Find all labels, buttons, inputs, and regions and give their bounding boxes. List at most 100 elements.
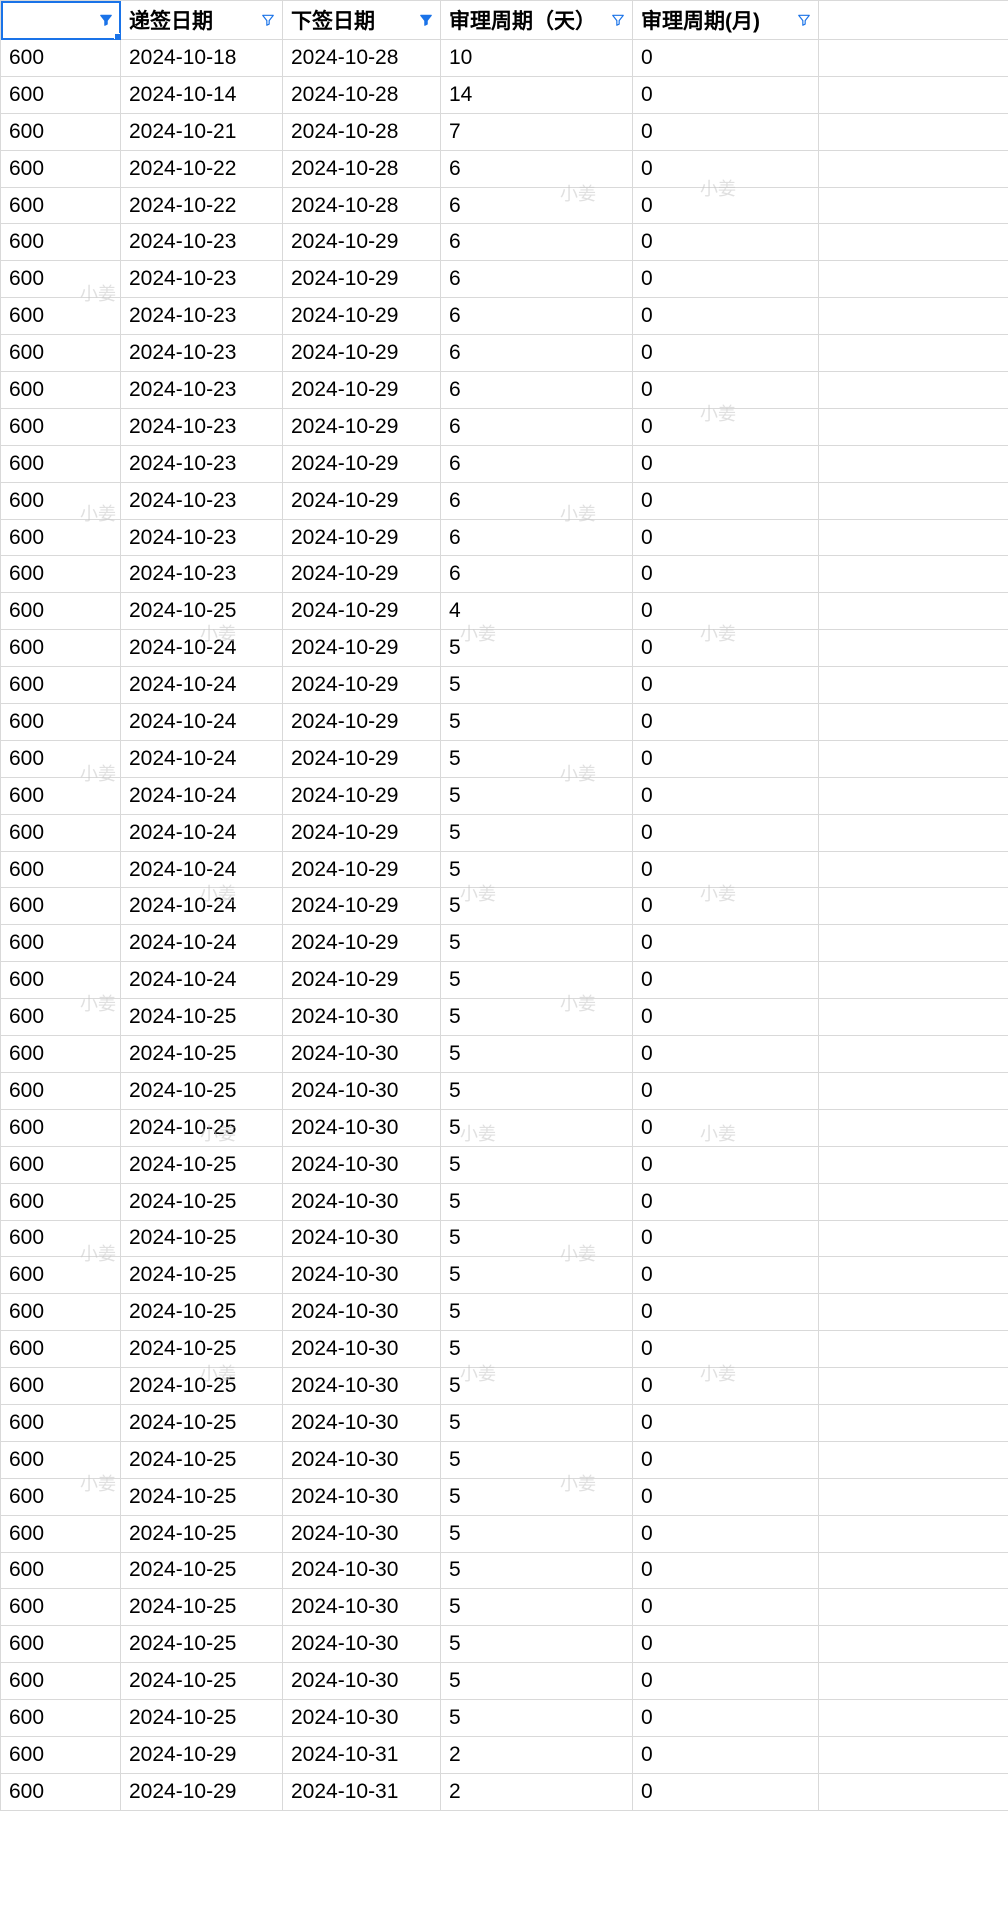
table-cell-empty[interactable] [819, 630, 1008, 667]
table-cell[interactable]: 0 [633, 1404, 819, 1441]
column-header-3[interactable]: 审理周期（天） [441, 1, 633, 40]
table-row[interactable]: 6002024-10-252024-10-3050 [1, 1441, 1008, 1478]
table-cell-empty[interactable] [819, 999, 1008, 1036]
table-cell[interactable]: 2024-10-30 [283, 1441, 441, 1478]
table-row[interactable]: 6002024-10-292024-10-3120 [1, 1773, 1008, 1810]
table-cell[interactable]: 600 [1, 1478, 121, 1515]
table-cell[interactable]: 2024-10-30 [283, 1183, 441, 1220]
table-cell[interactable]: 2024-10-31 [283, 1736, 441, 1773]
table-cell-empty[interactable] [819, 113, 1008, 150]
table-cell[interactable]: 2024-10-30 [283, 1589, 441, 1626]
table-cell[interactable]: 600 [1, 76, 121, 113]
table-cell[interactable]: 2024-10-22 [121, 187, 283, 224]
table-cell[interactable]: 600 [1, 1736, 121, 1773]
table-cell[interactable]: 5 [441, 925, 633, 962]
table-cell[interactable]: 2024-10-25 [121, 1589, 283, 1626]
table-cell[interactable]: 2024-10-29 [283, 298, 441, 335]
table-cell[interactable]: 0 [633, 1331, 819, 1368]
table-cell[interactable]: 2024-10-22 [121, 150, 283, 187]
table-cell-empty[interactable] [819, 1773, 1008, 1810]
table-row[interactable]: 6002024-10-242024-10-2950 [1, 630, 1008, 667]
table-cell[interactable]: 2024-10-30 [283, 1663, 441, 1700]
table-cell[interactable]: 2024-10-30 [283, 1146, 441, 1183]
table-row[interactable]: 6002024-10-232024-10-2960 [1, 482, 1008, 519]
table-cell-empty[interactable] [819, 519, 1008, 556]
table-cell[interactable]: 6 [441, 408, 633, 445]
table-cell[interactable]: 0 [633, 1515, 819, 1552]
table-cell[interactable]: 600 [1, 740, 121, 777]
table-cell[interactable]: 2024-10-30 [283, 1626, 441, 1663]
table-cell[interactable]: 2024-10-24 [121, 740, 283, 777]
table-cell[interactable]: 2024-10-29 [283, 777, 441, 814]
table-cell[interactable]: 0 [633, 1441, 819, 1478]
table-cell[interactable]: 0 [633, 298, 819, 335]
table-cell[interactable]: 2024-10-29 [121, 1773, 283, 1810]
table-cell[interactable]: 0 [633, 1700, 819, 1737]
table-cell[interactable]: 5 [441, 704, 633, 741]
table-cell[interactable]: 2024-10-25 [121, 999, 283, 1036]
table-cell[interactable]: 2024-10-29 [283, 556, 441, 593]
table-cell[interactable]: 600 [1, 1552, 121, 1589]
table-cell[interactable]: 600 [1, 482, 121, 519]
table-cell[interactable]: 5 [441, 630, 633, 667]
table-cell[interactable]: 6 [441, 556, 633, 593]
table-cell[interactable]: 2024-10-25 [121, 1183, 283, 1220]
table-cell[interactable]: 600 [1, 888, 121, 925]
table-cell[interactable]: 2024-10-24 [121, 851, 283, 888]
table-cell-empty[interactable] [819, 777, 1008, 814]
table-cell[interactable]: 5 [441, 1626, 633, 1663]
table-row[interactable]: 6002024-10-252024-10-2940 [1, 593, 1008, 630]
table-row[interactable]: 6002024-10-242024-10-2950 [1, 851, 1008, 888]
table-cell[interactable]: 600 [1, 962, 121, 999]
table-cell[interactable]: 2024-10-29 [283, 482, 441, 519]
table-cell[interactable]: 600 [1, 1441, 121, 1478]
table-cell[interactable]: 5 [441, 1515, 633, 1552]
table-cell[interactable]: 600 [1, 150, 121, 187]
table-cell[interactable]: 2024-10-28 [283, 76, 441, 113]
table-row[interactable]: 6002024-10-252024-10-3050 [1, 1331, 1008, 1368]
table-cell[interactable]: 0 [633, 445, 819, 482]
table-row[interactable]: 6002024-10-232024-10-2960 [1, 372, 1008, 409]
table-cell[interactable]: 2024-10-29 [283, 962, 441, 999]
table-cell[interactable]: 2024-10-23 [121, 556, 283, 593]
table-cell[interactable]: 2024-10-29 [283, 224, 441, 261]
table-cell[interactable]: 6 [441, 519, 633, 556]
table-cell-empty[interactable] [819, 1552, 1008, 1589]
table-cell[interactable]: 0 [633, 150, 819, 187]
table-cell[interactable]: 14 [441, 76, 633, 113]
table-cell-empty[interactable] [819, 187, 1008, 224]
table-cell-empty[interactable] [819, 556, 1008, 593]
table-row[interactable]: 6002024-10-232024-10-2960 [1, 335, 1008, 372]
table-cell[interactable]: 600 [1, 187, 121, 224]
table-cell[interactable]: 2024-10-25 [121, 1146, 283, 1183]
table-cell[interactable]: 600 [1, 704, 121, 741]
table-cell[interactable]: 600 [1, 40, 121, 77]
table-cell[interactable]: 2024-10-24 [121, 814, 283, 851]
table-cell[interactable]: 0 [633, 224, 819, 261]
table-cell-empty[interactable] [819, 482, 1008, 519]
table-cell[interactable]: 6 [441, 298, 633, 335]
table-cell[interactable]: 600 [1, 1072, 121, 1109]
table-cell[interactable]: 7 [441, 113, 633, 150]
table-row[interactable]: 6002024-10-182024-10-28100 [1, 40, 1008, 77]
table-row[interactable]: 6002024-10-252024-10-3050 [1, 1036, 1008, 1073]
table-cell[interactable]: 2024-10-25 [121, 593, 283, 630]
table-cell[interactable]: 2024-10-30 [283, 1036, 441, 1073]
table-cell[interactable]: 5 [441, 1036, 633, 1073]
table-cell[interactable]: 2024-10-30 [283, 1368, 441, 1405]
table-cell[interactable]: 2024-10-31 [283, 1773, 441, 1810]
table-cell[interactable]: 600 [1, 1109, 121, 1146]
table-cell[interactable]: 5 [441, 814, 633, 851]
table-cell[interactable]: 5 [441, 1478, 633, 1515]
table-cell[interactable]: 0 [633, 814, 819, 851]
table-cell[interactable]: 6 [441, 482, 633, 519]
table-cell[interactable]: 0 [633, 925, 819, 962]
table-cell[interactable]: 600 [1, 298, 121, 335]
table-cell-empty[interactable] [819, 667, 1008, 704]
table-cell[interactable]: 2024-10-25 [121, 1072, 283, 1109]
table-row[interactable]: 6002024-10-252024-10-3050 [1, 1663, 1008, 1700]
table-cell[interactable]: 2024-10-28 [283, 187, 441, 224]
table-cell[interactable]: 5 [441, 888, 633, 925]
table-cell[interactable]: 2024-10-29 [283, 372, 441, 409]
table-cell-empty[interactable] [819, 372, 1008, 409]
